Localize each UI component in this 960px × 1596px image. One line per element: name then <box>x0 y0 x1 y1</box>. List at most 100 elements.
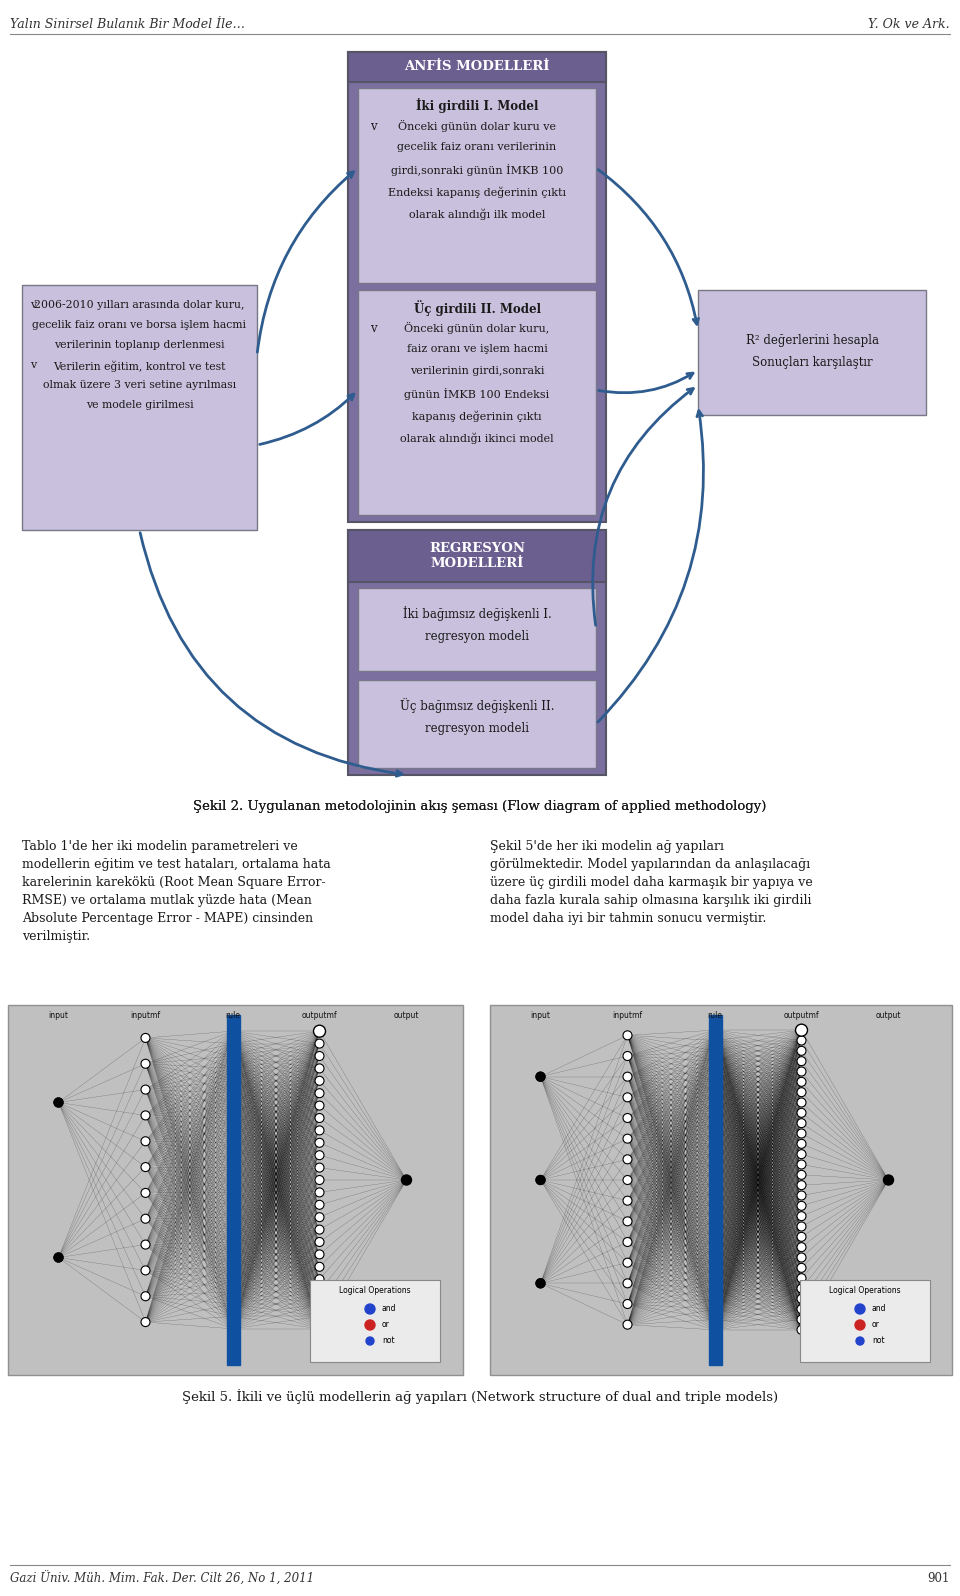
Text: İki girdili I. Model: İki girdili I. Model <box>416 97 539 113</box>
Text: Verilerin eğitim, kontrol ve test: Verilerin eğitim, kontrol ve test <box>54 361 226 372</box>
Circle shape <box>228 1187 237 1197</box>
Circle shape <box>315 1065 324 1073</box>
Circle shape <box>228 1275 237 1283</box>
Circle shape <box>228 1312 237 1321</box>
Text: input: input <box>531 1010 550 1020</box>
Circle shape <box>315 1286 324 1296</box>
Bar <box>358 587 596 670</box>
Text: or: or <box>872 1320 880 1329</box>
Circle shape <box>228 1039 237 1049</box>
Circle shape <box>54 1098 63 1108</box>
Bar <box>348 53 606 522</box>
Circle shape <box>797 1119 806 1128</box>
Circle shape <box>797 1243 806 1251</box>
Text: gecelik faiz oranı verilerinin: gecelik faiz oranı verilerinin <box>397 142 557 152</box>
Circle shape <box>797 1181 806 1189</box>
Circle shape <box>315 1299 324 1309</box>
Text: v: v <box>370 322 376 335</box>
Text: rule: rule <box>225 1010 240 1020</box>
Circle shape <box>315 1039 324 1049</box>
Circle shape <box>710 1315 719 1325</box>
Text: 2006-2010 yılları arasında dolar kuru,: 2006-2010 yılları arasında dolar kuru, <box>35 300 245 310</box>
Circle shape <box>623 1216 632 1226</box>
Circle shape <box>141 1034 150 1042</box>
Text: günün İMKB 100 Endeksi: günün İMKB 100 Endeksi <box>404 388 550 401</box>
Bar <box>310 1280 440 1361</box>
Circle shape <box>141 1291 150 1301</box>
Circle shape <box>315 1151 324 1160</box>
Circle shape <box>710 1243 719 1251</box>
Text: faiz oranı ve işlem hacmi: faiz oranı ve işlem hacmi <box>407 345 547 354</box>
Text: input: input <box>49 1010 68 1020</box>
Circle shape <box>228 1101 237 1111</box>
Circle shape <box>315 1026 324 1036</box>
Text: or: or <box>382 1320 390 1329</box>
Text: olmak üzere 3 veri setine ayrılması: olmak üzere 3 veri setine ayrılması <box>43 380 236 389</box>
Circle shape <box>710 1232 719 1242</box>
Circle shape <box>710 1202 719 1210</box>
Circle shape <box>623 1278 632 1288</box>
Circle shape <box>401 1175 412 1184</box>
Circle shape <box>623 1093 632 1101</box>
Circle shape <box>228 1163 237 1171</box>
Circle shape <box>710 1160 719 1168</box>
Circle shape <box>710 1285 719 1293</box>
Text: Endeksi kapanış değerinin çıktı: Endeksi kapanış değerinin çıktı <box>388 187 566 198</box>
Circle shape <box>797 1304 806 1314</box>
Circle shape <box>228 1176 237 1184</box>
Circle shape <box>797 1294 806 1304</box>
Text: Sonuçları karşılaştır: Sonuçları karşılaştır <box>752 356 873 369</box>
Text: output: output <box>876 1010 901 1020</box>
Circle shape <box>228 1262 237 1272</box>
Circle shape <box>710 1140 719 1149</box>
Circle shape <box>315 1187 324 1197</box>
Text: outputmf: outputmf <box>783 1010 819 1020</box>
Circle shape <box>54 1253 63 1262</box>
Circle shape <box>228 1125 237 1135</box>
Circle shape <box>315 1125 324 1135</box>
Circle shape <box>710 1253 719 1262</box>
Circle shape <box>228 1213 237 1221</box>
Circle shape <box>797 1264 806 1272</box>
Circle shape <box>710 1068 719 1076</box>
Circle shape <box>710 1087 719 1096</box>
Text: Şekil 5. İkili ve üçlü modellerin ağ yapıları (Network structure of dual and tri: Şekil 5. İkili ve üçlü modellerin ağ yap… <box>182 1389 778 1404</box>
Circle shape <box>797 1098 806 1108</box>
Circle shape <box>710 1211 719 1221</box>
Text: girdi,sonraki günün İMKB 100: girdi,sonraki günün İMKB 100 <box>391 164 564 176</box>
Circle shape <box>228 1250 237 1259</box>
Circle shape <box>797 1285 806 1293</box>
Circle shape <box>141 1189 150 1197</box>
Text: REGRESYON
MODELLERİ: REGRESYON MODELLERİ <box>429 543 525 570</box>
Text: kapanış değerinin çıktı: kapanış değerinin çıktı <box>412 410 541 421</box>
Circle shape <box>141 1240 150 1250</box>
Bar <box>800 1280 930 1361</box>
Text: Şekil 2. Uygulanan metodolojinin akış şeması (Flow diagram of applied methodolog: Şekil 2. Uygulanan metodolojinin akış şe… <box>193 800 767 812</box>
Circle shape <box>710 1108 719 1117</box>
Text: Şekil 5'de her iki modelin ağ yapıları
görülmektedir. Model yapılarından da anla: Şekil 5'de her iki modelin ağ yapıları g… <box>490 839 813 926</box>
Text: 901: 901 <box>927 1572 950 1585</box>
Circle shape <box>141 1085 150 1095</box>
Circle shape <box>797 1087 806 1096</box>
Bar <box>348 53 606 81</box>
Circle shape <box>710 1294 719 1304</box>
Circle shape <box>228 1065 237 1073</box>
Circle shape <box>315 1226 324 1234</box>
Circle shape <box>623 1031 632 1041</box>
Circle shape <box>315 1101 324 1111</box>
Circle shape <box>623 1176 632 1184</box>
Circle shape <box>315 1163 324 1171</box>
Circle shape <box>315 1250 324 1259</box>
Text: olarak alındığı ilk model: olarak alındığı ilk model <box>409 207 545 220</box>
Circle shape <box>883 1175 894 1184</box>
Circle shape <box>797 1211 806 1221</box>
Circle shape <box>366 1337 374 1345</box>
Circle shape <box>710 1128 719 1138</box>
Bar <box>698 290 926 415</box>
Circle shape <box>228 1299 237 1309</box>
Circle shape <box>141 1162 150 1171</box>
Circle shape <box>228 1151 237 1160</box>
Circle shape <box>623 1237 632 1246</box>
Text: olarak alındığı ikinci model: olarak alındığı ikinci model <box>400 433 554 444</box>
Bar <box>490 1005 952 1376</box>
